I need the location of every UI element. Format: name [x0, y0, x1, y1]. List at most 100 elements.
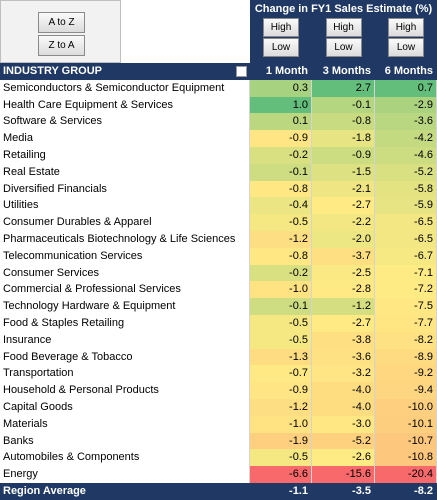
value-cell: 2.7	[312, 79, 375, 98]
industry-name: Retailing	[0, 147, 250, 165]
value-cell: -2.0	[312, 231, 375, 249]
column-sort-button[interactable]: Low	[388, 38, 424, 57]
value-cell: -9.2	[375, 365, 437, 384]
industry-name: Consumer Services	[0, 264, 250, 283]
value-cell: -1.2	[312, 298, 375, 316]
value-cell: -0.5	[250, 214, 312, 232]
value-cell: -0.7	[250, 365, 312, 384]
value-cell: 0.3	[250, 79, 312, 98]
industry-name: Software & Services	[0, 113, 250, 132]
value-cell: -1.0	[250, 281, 312, 300]
value-cell: -4.0	[312, 399, 375, 417]
industry-name: Materials	[0, 415, 250, 434]
industry-name: Real Estate	[0, 163, 250, 182]
value-cell: -0.9	[250, 130, 312, 148]
industry-name: Pharmaceuticals Biotechnology & Life Sci…	[0, 231, 250, 249]
industry-name: Energy	[0, 466, 250, 484]
column-header: INDUSTRY GROUP	[0, 63, 250, 80]
column-sort-button[interactable]: High	[325, 18, 362, 37]
value-cell: -4.0	[312, 382, 375, 400]
industry-name: Capital Goods	[0, 399, 250, 417]
value-cell: -4.2	[375, 130, 437, 148]
industry-name: Semiconductors & Semiconductor Equipment	[0, 79, 250, 98]
value-cell: -7.2	[375, 281, 437, 300]
industry-name: Food Beverage & Tobacco	[0, 348, 250, 367]
industry-name: Insurance	[0, 331, 250, 350]
value-cell: -0.5	[250, 315, 312, 333]
column-sort-button[interactable]: Low	[325, 38, 362, 57]
column-sort-button[interactable]: High	[263, 18, 299, 37]
value-cell: -0.5	[250, 449, 312, 468]
value-cell: -5.2	[375, 163, 437, 182]
column-header: 6 Months	[375, 63, 437, 80]
column-header: 1 Month	[250, 63, 312, 80]
value-cell: -2.6	[312, 449, 375, 468]
industry-name: Automobiles & Components	[0, 449, 250, 468]
value-cell: -0.4	[250, 197, 312, 216]
value-cell: -1.0	[250, 415, 312, 434]
value-cell: -6.5	[375, 231, 437, 249]
value-cell: -4.6	[375, 147, 437, 165]
industry-name: Banks	[0, 432, 250, 451]
value-cell: -9.4	[375, 382, 437, 400]
industry-name: Commercial & Professional Services	[0, 281, 250, 300]
value-cell: -2.9	[375, 96, 437, 115]
value-cell: -10.8	[375, 449, 437, 468]
value-cell: -0.2	[250, 264, 312, 283]
footer-cell: -1.1	[250, 483, 312, 500]
value-cell: 0.1	[250, 113, 312, 132]
value-cell: -3.7	[312, 247, 375, 266]
industry-name: Diversified Financials	[0, 180, 250, 199]
industry-name: Food & Staples Retailing	[0, 315, 250, 333]
value-cell: -0.1	[312, 96, 375, 115]
value-cell: -5.8	[375, 180, 437, 199]
value-cell: -0.8	[250, 247, 312, 266]
sort-button[interactable]: Z to A	[38, 35, 85, 56]
value-cell: -3.8	[312, 331, 375, 350]
industry-name: Technology Hardware & Equipment	[0, 298, 250, 316]
footer-cell: -3.5	[312, 483, 375, 500]
column-sort-button[interactable]: High	[388, 18, 424, 37]
value-cell: -7.1	[375, 264, 437, 283]
value-cell: -0.9	[312, 147, 375, 165]
value-cell: -1.3	[250, 348, 312, 367]
value-cell: -0.1	[250, 163, 312, 182]
value-cell: -20.4	[375, 466, 437, 484]
value-cell: -1.9	[250, 432, 312, 451]
value-cell: -7.5	[375, 298, 437, 316]
value-cell: -1.2	[250, 231, 312, 249]
value-cell: -2.8	[312, 281, 375, 300]
value-cell: -5.2	[312, 432, 375, 451]
value-cell: -5.9	[375, 197, 437, 216]
value-cell: -6.5	[375, 214, 437, 232]
value-cell: -8.2	[375, 331, 437, 350]
value-cell: -0.2	[250, 147, 312, 165]
value-cell: -10.7	[375, 432, 437, 451]
industry-name: Telecommunication Services	[0, 247, 250, 266]
value-cell: -0.1	[250, 298, 312, 316]
value-cell: -2.5	[312, 264, 375, 283]
value-cell: -1.5	[312, 163, 375, 182]
value-cell: -2.7	[312, 315, 375, 333]
value-cell: -3.6	[375, 113, 437, 132]
column-header: 3 Months	[312, 63, 375, 80]
value-cell: -0.9	[250, 382, 312, 400]
value-cell: -3.0	[312, 415, 375, 434]
sort-button[interactable]: A to Z	[38, 12, 85, 33]
industry-name: Household & Personal Products	[0, 382, 250, 400]
column-sort-button[interactable]: Low	[263, 38, 299, 57]
value-cell: -0.8	[250, 180, 312, 199]
value-cell: -10.1	[375, 415, 437, 434]
value-cell: -3.2	[312, 365, 375, 384]
value-cell: -8.9	[375, 348, 437, 367]
value-cell: -1.8	[312, 130, 375, 148]
industry-name: Media	[0, 130, 250, 148]
value-cell: -0.8	[312, 113, 375, 132]
value-cell: -6.7	[375, 247, 437, 266]
value-cell: -7.7	[375, 315, 437, 333]
filter-icon	[236, 66, 247, 77]
value-cell: -2.7	[312, 197, 375, 216]
value-cell: -15.6	[312, 466, 375, 484]
industry-name: Health Care Equipment & Services	[0, 96, 250, 115]
